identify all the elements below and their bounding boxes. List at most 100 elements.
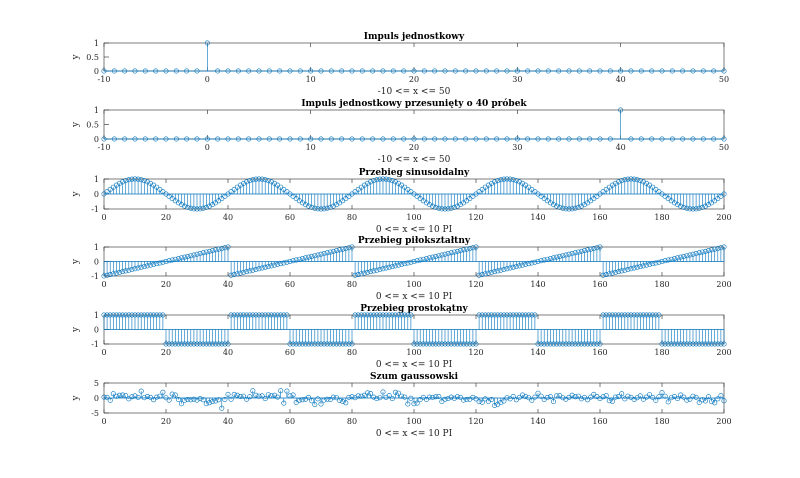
stem-marker bbox=[117, 312, 123, 318]
stem-marker bbox=[436, 205, 442, 211]
y-tick-label: -1 bbox=[91, 272, 99, 281]
x-tick-label: 160 bbox=[592, 348, 607, 357]
stem-marker bbox=[526, 395, 532, 401]
stem-marker bbox=[175, 256, 181, 262]
stem-marker bbox=[380, 176, 386, 182]
stem-marker bbox=[346, 341, 352, 347]
y-tick-label: -5 bbox=[91, 409, 99, 418]
stem-marker bbox=[420, 341, 426, 347]
stem-marker bbox=[194, 68, 200, 74]
y-axis-label: y bbox=[71, 191, 81, 198]
stem-marker bbox=[647, 261, 653, 267]
stem-marker bbox=[188, 205, 194, 211]
stem-marker bbox=[699, 204, 705, 210]
stem-marker bbox=[309, 398, 315, 404]
x-tick-label: 0 bbox=[101, 417, 106, 426]
stem-marker bbox=[241, 393, 247, 399]
stem-marker bbox=[386, 393, 392, 399]
stem-marker bbox=[554, 393, 560, 399]
stem-marker bbox=[333, 395, 339, 401]
subplot-title: Przebieg prostokątny bbox=[360, 304, 468, 314]
stem-marker bbox=[690, 68, 696, 74]
stem-marker bbox=[141, 395, 147, 401]
stem-marker bbox=[653, 397, 659, 403]
stem-marker bbox=[129, 176, 135, 182]
stem-marker bbox=[290, 258, 296, 264]
stem-marker bbox=[575, 393, 581, 399]
stem-marker bbox=[374, 177, 380, 183]
stem-marker bbox=[417, 257, 423, 263]
stem-marker bbox=[408, 189, 414, 195]
x-tick-label: 80 bbox=[347, 280, 357, 289]
stem-marker bbox=[659, 258, 665, 264]
stem-marker bbox=[516, 312, 522, 318]
stem-marker bbox=[110, 391, 116, 397]
stem-marker bbox=[581, 341, 587, 347]
stem-marker bbox=[287, 136, 293, 142]
stem-marker bbox=[504, 312, 510, 318]
stem-marker bbox=[671, 256, 677, 262]
stem-marker bbox=[312, 402, 318, 408]
stem-marker bbox=[188, 253, 194, 259]
stem-marker bbox=[225, 68, 231, 74]
stem-marker bbox=[268, 393, 274, 399]
x-tick-label: 40 bbox=[223, 417, 233, 426]
stem-marker bbox=[172, 341, 178, 347]
stem-marker bbox=[247, 178, 253, 184]
stem-marker bbox=[482, 396, 488, 402]
stem-marker bbox=[640, 263, 646, 269]
stem-marker bbox=[141, 264, 147, 270]
stem-marker bbox=[473, 244, 479, 250]
stem-marker bbox=[578, 248, 584, 254]
stem-marker bbox=[594, 245, 600, 251]
stem-marker bbox=[588, 394, 594, 400]
x-tick-label: 50 bbox=[719, 143, 729, 152]
stem-marker bbox=[483, 136, 489, 142]
stem-marker bbox=[523, 393, 529, 399]
stem-marker bbox=[256, 393, 262, 399]
stem-marker bbox=[166, 341, 172, 347]
stem-marker bbox=[247, 394, 253, 400]
stem-marker bbox=[355, 272, 361, 278]
stem-marker bbox=[287, 191, 293, 197]
x-tick-label: 100 bbox=[406, 417, 421, 426]
stem-marker bbox=[182, 397, 188, 403]
stem-marker bbox=[705, 341, 711, 347]
x-tick-label: 140 bbox=[530, 348, 545, 357]
stem-marker bbox=[461, 397, 467, 403]
stem-marker bbox=[123, 312, 129, 318]
stem-marker bbox=[622, 312, 628, 318]
stem-marker bbox=[213, 247, 219, 253]
stem-marker bbox=[216, 397, 222, 403]
x-tick-label: 120 bbox=[468, 348, 483, 357]
stem-marker bbox=[504, 136, 510, 142]
stem-marker bbox=[265, 312, 271, 318]
stem-marker bbox=[566, 251, 572, 257]
stem-marker bbox=[110, 271, 116, 277]
stem-marker bbox=[231, 312, 237, 318]
stem-marker bbox=[235, 136, 241, 142]
stem-marker bbox=[182, 203, 188, 209]
stem-marker bbox=[482, 312, 488, 318]
stem-marker bbox=[414, 400, 420, 406]
stem-marker bbox=[374, 312, 380, 318]
stem-marker bbox=[163, 136, 169, 142]
stem-marker bbox=[464, 396, 470, 402]
stem-marker bbox=[129, 394, 135, 400]
stem-marker bbox=[454, 394, 460, 400]
stem-marker bbox=[581, 248, 587, 254]
stem-marker bbox=[256, 176, 262, 182]
x-tick-label: 140 bbox=[530, 213, 545, 222]
stem-marker bbox=[120, 392, 126, 398]
stem-marker bbox=[256, 266, 262, 272]
x-tick-label: 60 bbox=[285, 348, 295, 357]
stem-marker bbox=[495, 178, 501, 184]
stem-marker bbox=[700, 136, 706, 142]
stem-marker bbox=[225, 191, 231, 197]
stem-marker bbox=[287, 393, 293, 399]
stem-marker bbox=[309, 341, 315, 347]
stem-marker bbox=[361, 392, 367, 398]
stem-marker bbox=[650, 261, 656, 267]
stem-marker bbox=[144, 263, 150, 269]
subplot-title: Przebieg piłokształtny bbox=[358, 236, 471, 246]
